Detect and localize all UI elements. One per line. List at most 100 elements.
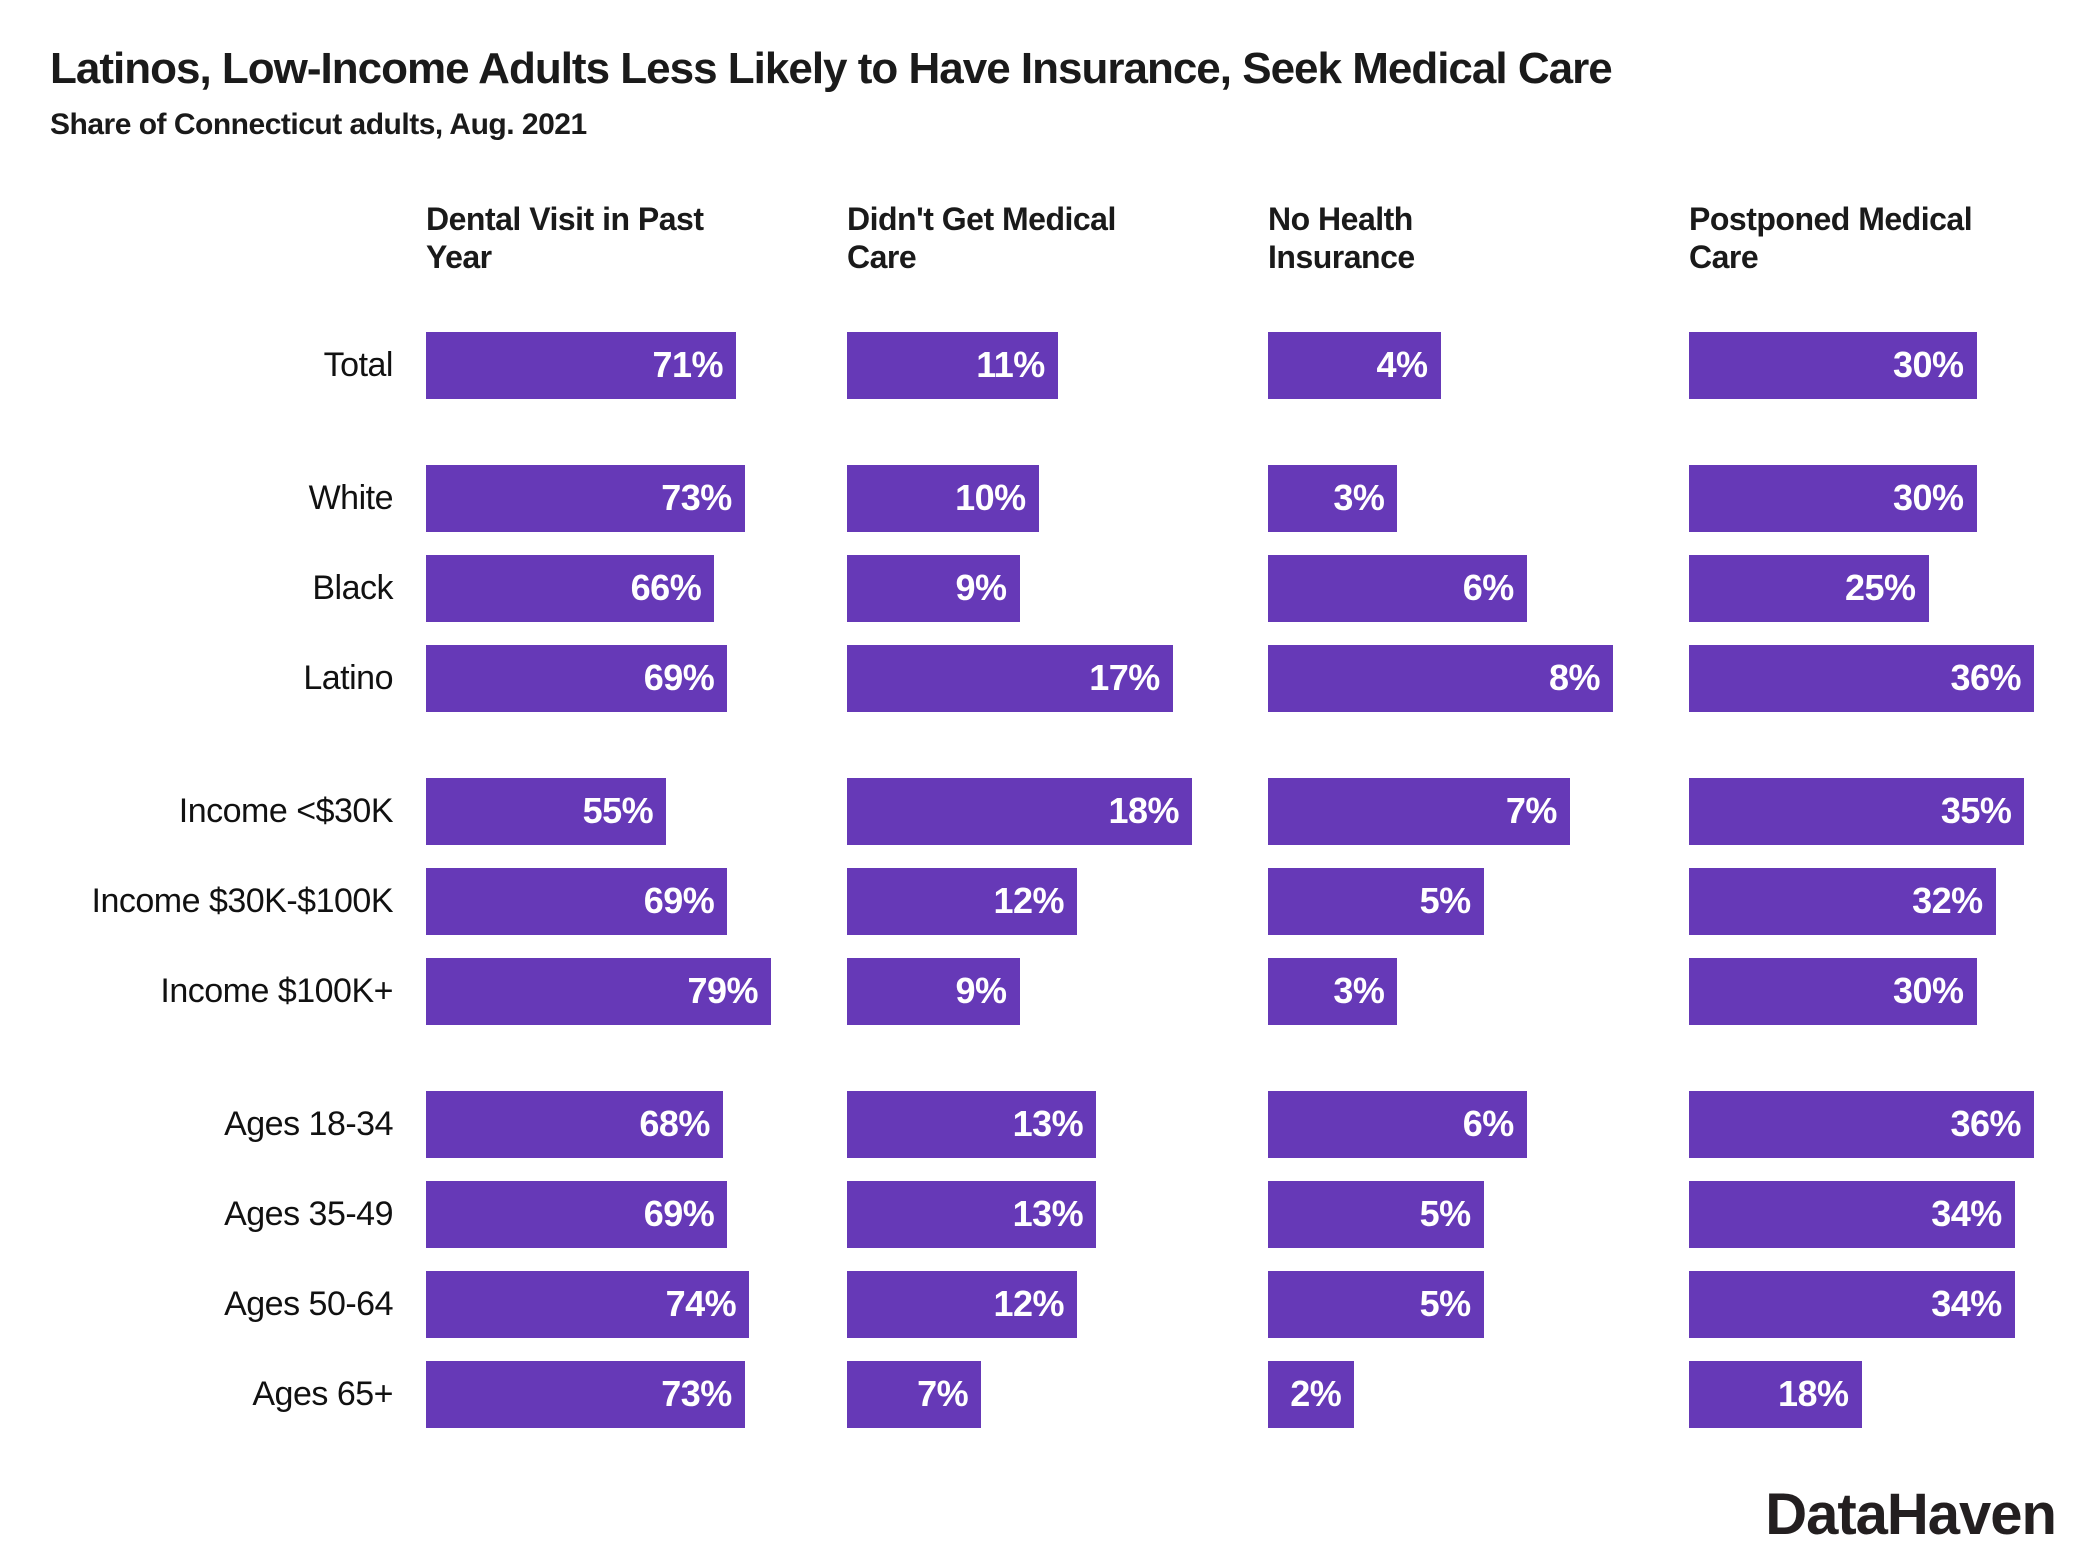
header-spacer [50, 200, 409, 277]
bar-track: 66% [426, 554, 771, 622]
bar-value-label: 13% [1012, 1103, 1084, 1145]
bar-ages-65-didn-t-get-medical-care: 7% [847, 1360, 982, 1428]
bar-value-label: 66% [630, 567, 702, 609]
row-label-latino: Latino [303, 658, 393, 697]
bar-value-label: 79% [687, 970, 758, 1012]
bar-ages-35-49-postponed-medical-care: 34% [1689, 1180, 2015, 1248]
bar-total-dental-visit-in-past-year: 71% [426, 331, 737, 399]
bar-track: 55% [426, 777, 771, 845]
bar-track: 30% [1689, 331, 2034, 399]
facet-header-line2: Year [426, 239, 492, 276]
bar-track: 17% [847, 644, 1192, 712]
bar-income-100k-no-health-insurance: 3% [1268, 957, 1398, 1025]
bar-value-label: 73% [661, 477, 732, 519]
bar-track: 4% [1268, 331, 1613, 399]
bar-value-label: 30% [1892, 970, 1964, 1012]
bar-value-label: 5% [1419, 880, 1472, 922]
bar-total-didn-t-get-medical-care: 11% [847, 331, 1058, 399]
bar-ages-18-34-no-health-insurance: 6% [1268, 1090, 1527, 1158]
bar-value-label: 5% [1419, 1283, 1472, 1325]
chart-subtitle: Share of Connecticut adults, Aug. 2021 [50, 108, 587, 141]
bar-track: 35% [1689, 777, 2034, 845]
bar-value-label: 69% [643, 657, 715, 699]
bar-income-100k-didn-t-get-medical-care: 9% [847, 957, 1020, 1025]
bar-track: 12% [847, 867, 1192, 935]
facet-header-row: Dental Visit in Past Year Didn't Get Medic… [50, 200, 2100, 277]
bar-value-label: 68% [639, 1103, 710, 1145]
bar-track: 36% [1689, 644, 2034, 712]
faceted-bar-chart: Dental Visit in Past Year Didn't Get Medic… [50, 200, 2100, 1428]
bar-black-postponed-medical-care: 25% [1689, 554, 1929, 622]
bar-income-30k-postponed-medical-care: 35% [1689, 777, 2025, 845]
bar-white-didn-t-get-medical-care: 10% [847, 464, 1039, 532]
bar-track: 18% [1689, 1360, 2034, 1428]
bar-value-label: 36% [1950, 1103, 2021, 1145]
bar-track: 9% [847, 957, 1192, 1025]
bar-track: 36% [1689, 1090, 2034, 1158]
facet-header-line2: Care [847, 239, 917, 276]
chart-row-ages-50-64: Ages 50-64 74% 12% 5% 34% [50, 1270, 2100, 1338]
bar-track: 30% [1689, 464, 2034, 532]
bar-latino-dental-visit-in-past-year: 69% [426, 644, 728, 712]
bar-track: 34% [1689, 1180, 2034, 1248]
bar-track: 32% [1689, 867, 2034, 935]
bar-track: 7% [1268, 777, 1613, 845]
bar-value-label: 34% [1931, 1283, 2002, 1325]
bar-value-label: 5% [1419, 1193, 1472, 1235]
bar-track: 69% [426, 1180, 771, 1248]
chart-row-ages-65: Ages 65+ 73% 7% 2% 18% [50, 1360, 2100, 1428]
facet-header-dental-visit-in-past-year: Dental Visit in Past Year [426, 200, 771, 277]
bar-value-label: 10% [955, 477, 1026, 519]
row-label-ages-35-49: Ages 35-49 [224, 1194, 393, 1233]
row-label-white: White [308, 478, 394, 517]
bar-white-dental-visit-in-past-year: 73% [426, 464, 745, 532]
bar-value-label: 55% [582, 790, 654, 832]
row-label-income-100k: Income $100K+ [160, 971, 393, 1010]
bar-income-100k-dental-visit-in-past-year: 79% [426, 957, 771, 1025]
bar-value-label: 18% [1777, 1373, 1849, 1415]
bar-ages-50-64-dental-visit-in-past-year: 74% [426, 1270, 750, 1338]
bar-track: 34% [1689, 1270, 2034, 1338]
bar-track: 79% [426, 957, 771, 1025]
bar-track: 13% [847, 1180, 1192, 1248]
bar-income-30k-100k-dental-visit-in-past-year: 69% [426, 867, 728, 935]
datahaven-logo: DataHaven [1765, 1482, 2057, 1547]
bar-track: 3% [1268, 464, 1613, 532]
bar-ages-35-49-no-health-insurance: 5% [1268, 1180, 1484, 1248]
bar-value-label: 4% [1376, 344, 1428, 386]
bar-ages-35-49-didn-t-get-medical-care: 13% [847, 1180, 1097, 1248]
bar-value-label: 30% [1892, 344, 1964, 386]
facet-header-line1: Dental Visit in Past [426, 201, 704, 237]
bar-ages-18-34-dental-visit-in-past-year: 68% [426, 1090, 723, 1158]
facet-header-line2: Care [1689, 239, 1759, 276]
chart-row-latino: Latino 69% 17% 8% 36% [50, 644, 2100, 712]
bar-track: 69% [426, 867, 771, 935]
bar-track: 71% [426, 331, 771, 399]
bar-value-label: 6% [1462, 1103, 1515, 1145]
bar-track: 74% [426, 1270, 771, 1338]
facet-header-line1: Postponed Medical [1689, 201, 1973, 237]
row-label-total: Total [323, 345, 394, 384]
bar-track: 73% [426, 464, 771, 532]
bar-ages-65-postponed-medical-care: 18% [1689, 1360, 1862, 1428]
bar-value-label: 8% [1548, 657, 1601, 699]
bar-track: 7% [847, 1360, 1192, 1428]
bar-value-label: 71% [652, 344, 724, 386]
bar-value-label: 12% [993, 880, 1064, 922]
bar-income-30k-no-health-insurance: 7% [1268, 777, 1570, 845]
bar-income-30k-100k-postponed-medical-care: 32% [1689, 867, 1996, 935]
bar-black-dental-visit-in-past-year: 66% [426, 554, 715, 622]
chart-row-ages-18-34: Ages 18-34 68% 13% 6% 36% [50, 1090, 2100, 1158]
bar-value-label: 7% [917, 1373, 969, 1415]
facet-header-no-health-insurance: No Health Insurance [1268, 200, 1613, 277]
bar-value-label: 12% [993, 1283, 1064, 1325]
bar-total-no-health-insurance: 4% [1268, 331, 1441, 399]
bar-track: 6% [1268, 554, 1613, 622]
bar-total-postponed-medical-care: 30% [1689, 331, 1977, 399]
facet-header-didn-t-get-medical-care: Didn't Get Medical Care [847, 200, 1192, 277]
bar-track: 3% [1268, 957, 1613, 1025]
bar-ages-18-34-didn-t-get-medical-care: 13% [847, 1090, 1097, 1158]
bar-ages-65-dental-visit-in-past-year: 73% [426, 1360, 745, 1428]
row-label-ages-65: Ages 65+ [252, 1374, 393, 1413]
bar-value-label: 35% [1940, 790, 2012, 832]
